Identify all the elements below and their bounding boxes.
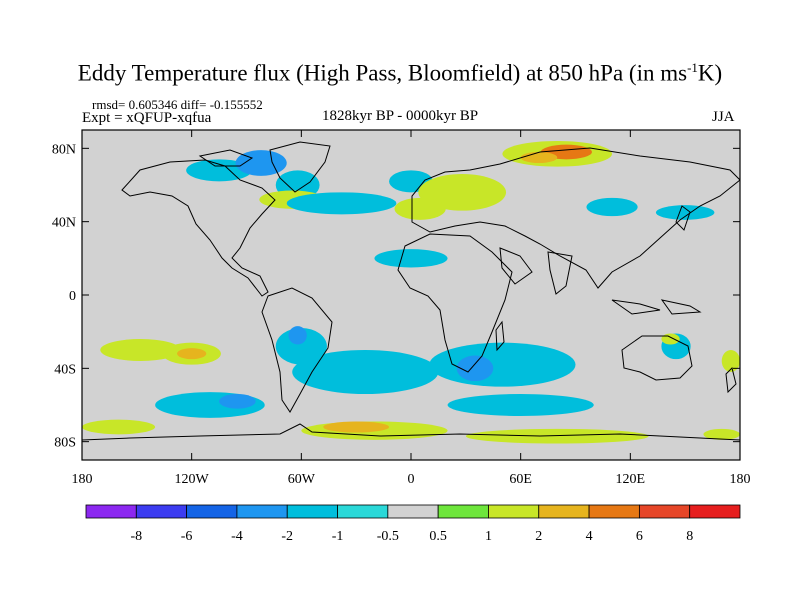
x-tick-label: 60W	[288, 472, 316, 487]
y-tick-label: 80S	[54, 436, 76, 451]
colorbar-swatch-2	[186, 504, 238, 519]
colorbar-swatch-3	[236, 504, 288, 519]
anomaly-region-32	[703, 428, 740, 440]
rmsd-diff-label: rmsd= 0.605346 diff= -0.155552	[92, 97, 263, 112]
colorbar-label: -2	[281, 529, 293, 544]
period-label: 1828kyr BP - 0000kyr BP	[322, 108, 479, 124]
colorbar-label: 8	[686, 529, 693, 544]
anomaly-region-24	[447, 394, 594, 416]
colorbar-swatch-1	[135, 504, 188, 519]
y-tick-label: 0	[69, 289, 76, 304]
longitude-axis: 180 120W 60W 0 60E 120E 180	[72, 130, 751, 487]
season-label: JJA	[712, 109, 735, 125]
anomaly-region-28	[82, 419, 156, 435]
colorbar-swatch-5	[337, 504, 389, 519]
colorbar-label: -1	[332, 529, 344, 544]
x-tick-label: 0	[408, 472, 415, 487]
anomaly-region-23	[219, 394, 256, 409]
anomaly-region-4	[286, 192, 397, 215]
anomaly-region-14	[100, 339, 181, 361]
anomaly-region-12	[655, 205, 715, 220]
colorbar-label: 1	[485, 529, 492, 544]
y-tick-label: 80N	[52, 142, 76, 157]
anomaly-region-31	[465, 428, 649, 444]
x-tick-label: 120E	[616, 472, 646, 487]
y-tick-label: 40S	[54, 362, 76, 377]
anomaly-region-6	[418, 174, 507, 211]
colorbar-swatch-8	[488, 504, 540, 519]
anomaly-region-18	[288, 326, 307, 345]
anomaly-region-30	[323, 421, 390, 433]
colorbar-swatch-11	[638, 504, 691, 519]
x-tick-label: 180	[730, 472, 751, 487]
colorbar: -8 -6 -4 -2 -1 -0.5 0.5 1 2 4 6 8	[85, 504, 741, 544]
anomaly-region-26	[661, 333, 680, 345]
x-tick-label: 180	[72, 472, 93, 487]
anomaly-region-10	[520, 152, 558, 163]
anomaly-region-19	[292, 350, 439, 394]
colorbar-swatch-10	[588, 504, 640, 519]
colorbar-swatch-0	[85, 504, 137, 519]
colorbar-label: -6	[181, 529, 193, 544]
colorbar-label: 6	[636, 529, 643, 544]
colorbar-swatch-9	[538, 504, 590, 519]
y-tick-label: 40N	[52, 216, 76, 231]
colorbar-label: -4	[231, 529, 243, 544]
anomaly-region-11	[586, 197, 638, 217]
colorbar-label: -0.5	[377, 529, 399, 544]
colorbar-label: 2	[535, 529, 542, 544]
anomaly-region-27	[721, 350, 740, 372]
anomaly-region-13	[374, 249, 448, 268]
title-unit-superscript: -1	[687, 60, 698, 75]
colorbar-label: 4	[586, 529, 593, 544]
colorbar-swatch-6	[387, 504, 439, 519]
anomaly-region-20	[429, 342, 576, 387]
latitude-axis: 80N 40N 0 40S 80S	[52, 142, 740, 451]
colorbar-swatch-4	[286, 504, 338, 519]
colorbar-swatch-12	[689, 504, 741, 519]
x-tick-label: 60E	[509, 472, 532, 487]
colorbar-label: 0.5	[429, 529, 447, 544]
anomaly-region-1	[235, 150, 287, 176]
anomaly-region-17	[275, 328, 327, 365]
plot-title: Eddy Temperature flux (High Pass, Bloomf…	[77, 60, 723, 86]
x-tick-label: 120W	[175, 472, 210, 487]
coastlines	[82, 141, 740, 441]
anomaly-region-16	[177, 348, 207, 360]
anomaly-region-21	[456, 355, 494, 382]
colorbar-label: -8	[130, 529, 142, 544]
experiment-label: Expt = xQFUP-xqfua	[82, 110, 212, 126]
colorbar-swatch-7	[437, 504, 489, 519]
anomaly-region-7	[394, 197, 446, 220]
anomaly-fields	[82, 141, 740, 444]
